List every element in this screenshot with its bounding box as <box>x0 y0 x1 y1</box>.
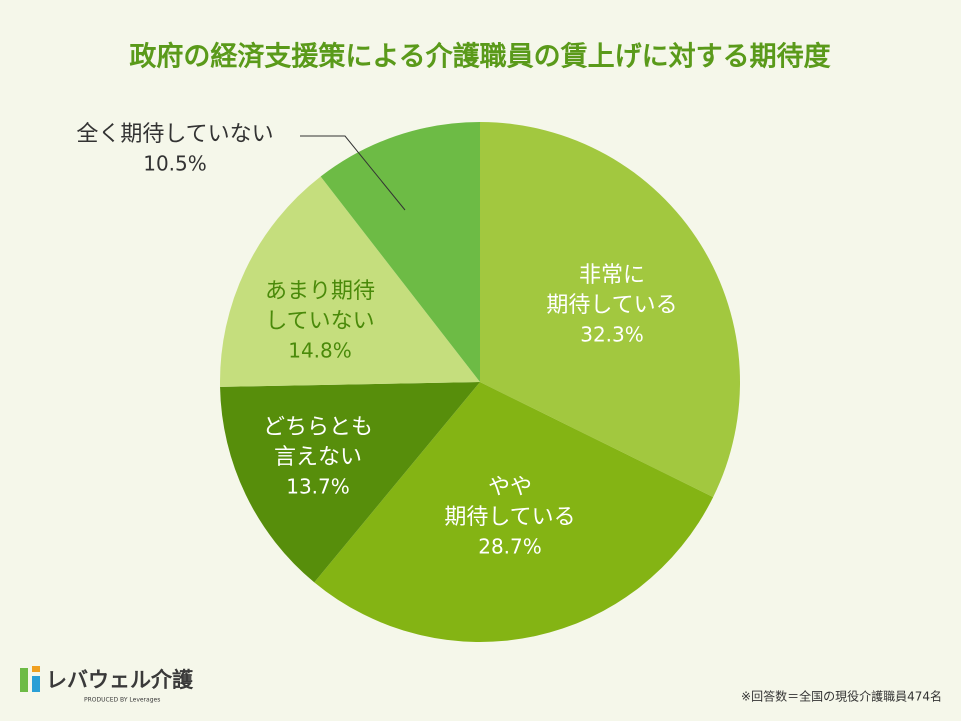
slice-label: 言えない <box>274 445 362 470</box>
logo: レバウェル介護 PRODUCED BY Leverages <box>20 666 194 704</box>
slice-label: やや <box>488 475 532 500</box>
logo-icon <box>32 666 40 672</box>
value-label: 10.5% <box>143 152 207 176</box>
pie-slice <box>314 382 714 642</box>
slice-label: していない <box>265 309 374 334</box>
value-label: 13.7% <box>286 475 350 499</box>
leader-line <box>300 135 406 211</box>
value-label: 14.8% <box>288 339 352 363</box>
slice-label: 期待している <box>546 293 677 318</box>
slice-label: あまり期待 <box>265 279 375 304</box>
pie-slice <box>320 122 480 382</box>
logo-icon <box>20 668 28 692</box>
slice-label: どちらとも <box>263 415 373 440</box>
logo-icon <box>32 676 40 692</box>
logo-name: レバウェル介護 <box>46 668 194 692</box>
value-label: 28.7% <box>478 535 542 559</box>
logo-tagline: PRODUCED BY Leverages <box>84 697 160 704</box>
slice-label: 全く期待していない <box>76 122 273 147</box>
footnote: ※回答数＝全国の現役介護職員474名 <box>741 689 942 704</box>
pie-slice <box>219 176 480 387</box>
pie-slice <box>480 122 741 498</box>
value-label: 32.3% <box>580 323 644 347</box>
slice-label: 非常に <box>579 263 645 288</box>
chart-title: 政府の経済支援策による介護職員の賃上げに対する期待度 <box>129 41 830 73</box>
pie-slice <box>220 382 480 583</box>
slice-label: 期待している <box>444 505 575 530</box>
